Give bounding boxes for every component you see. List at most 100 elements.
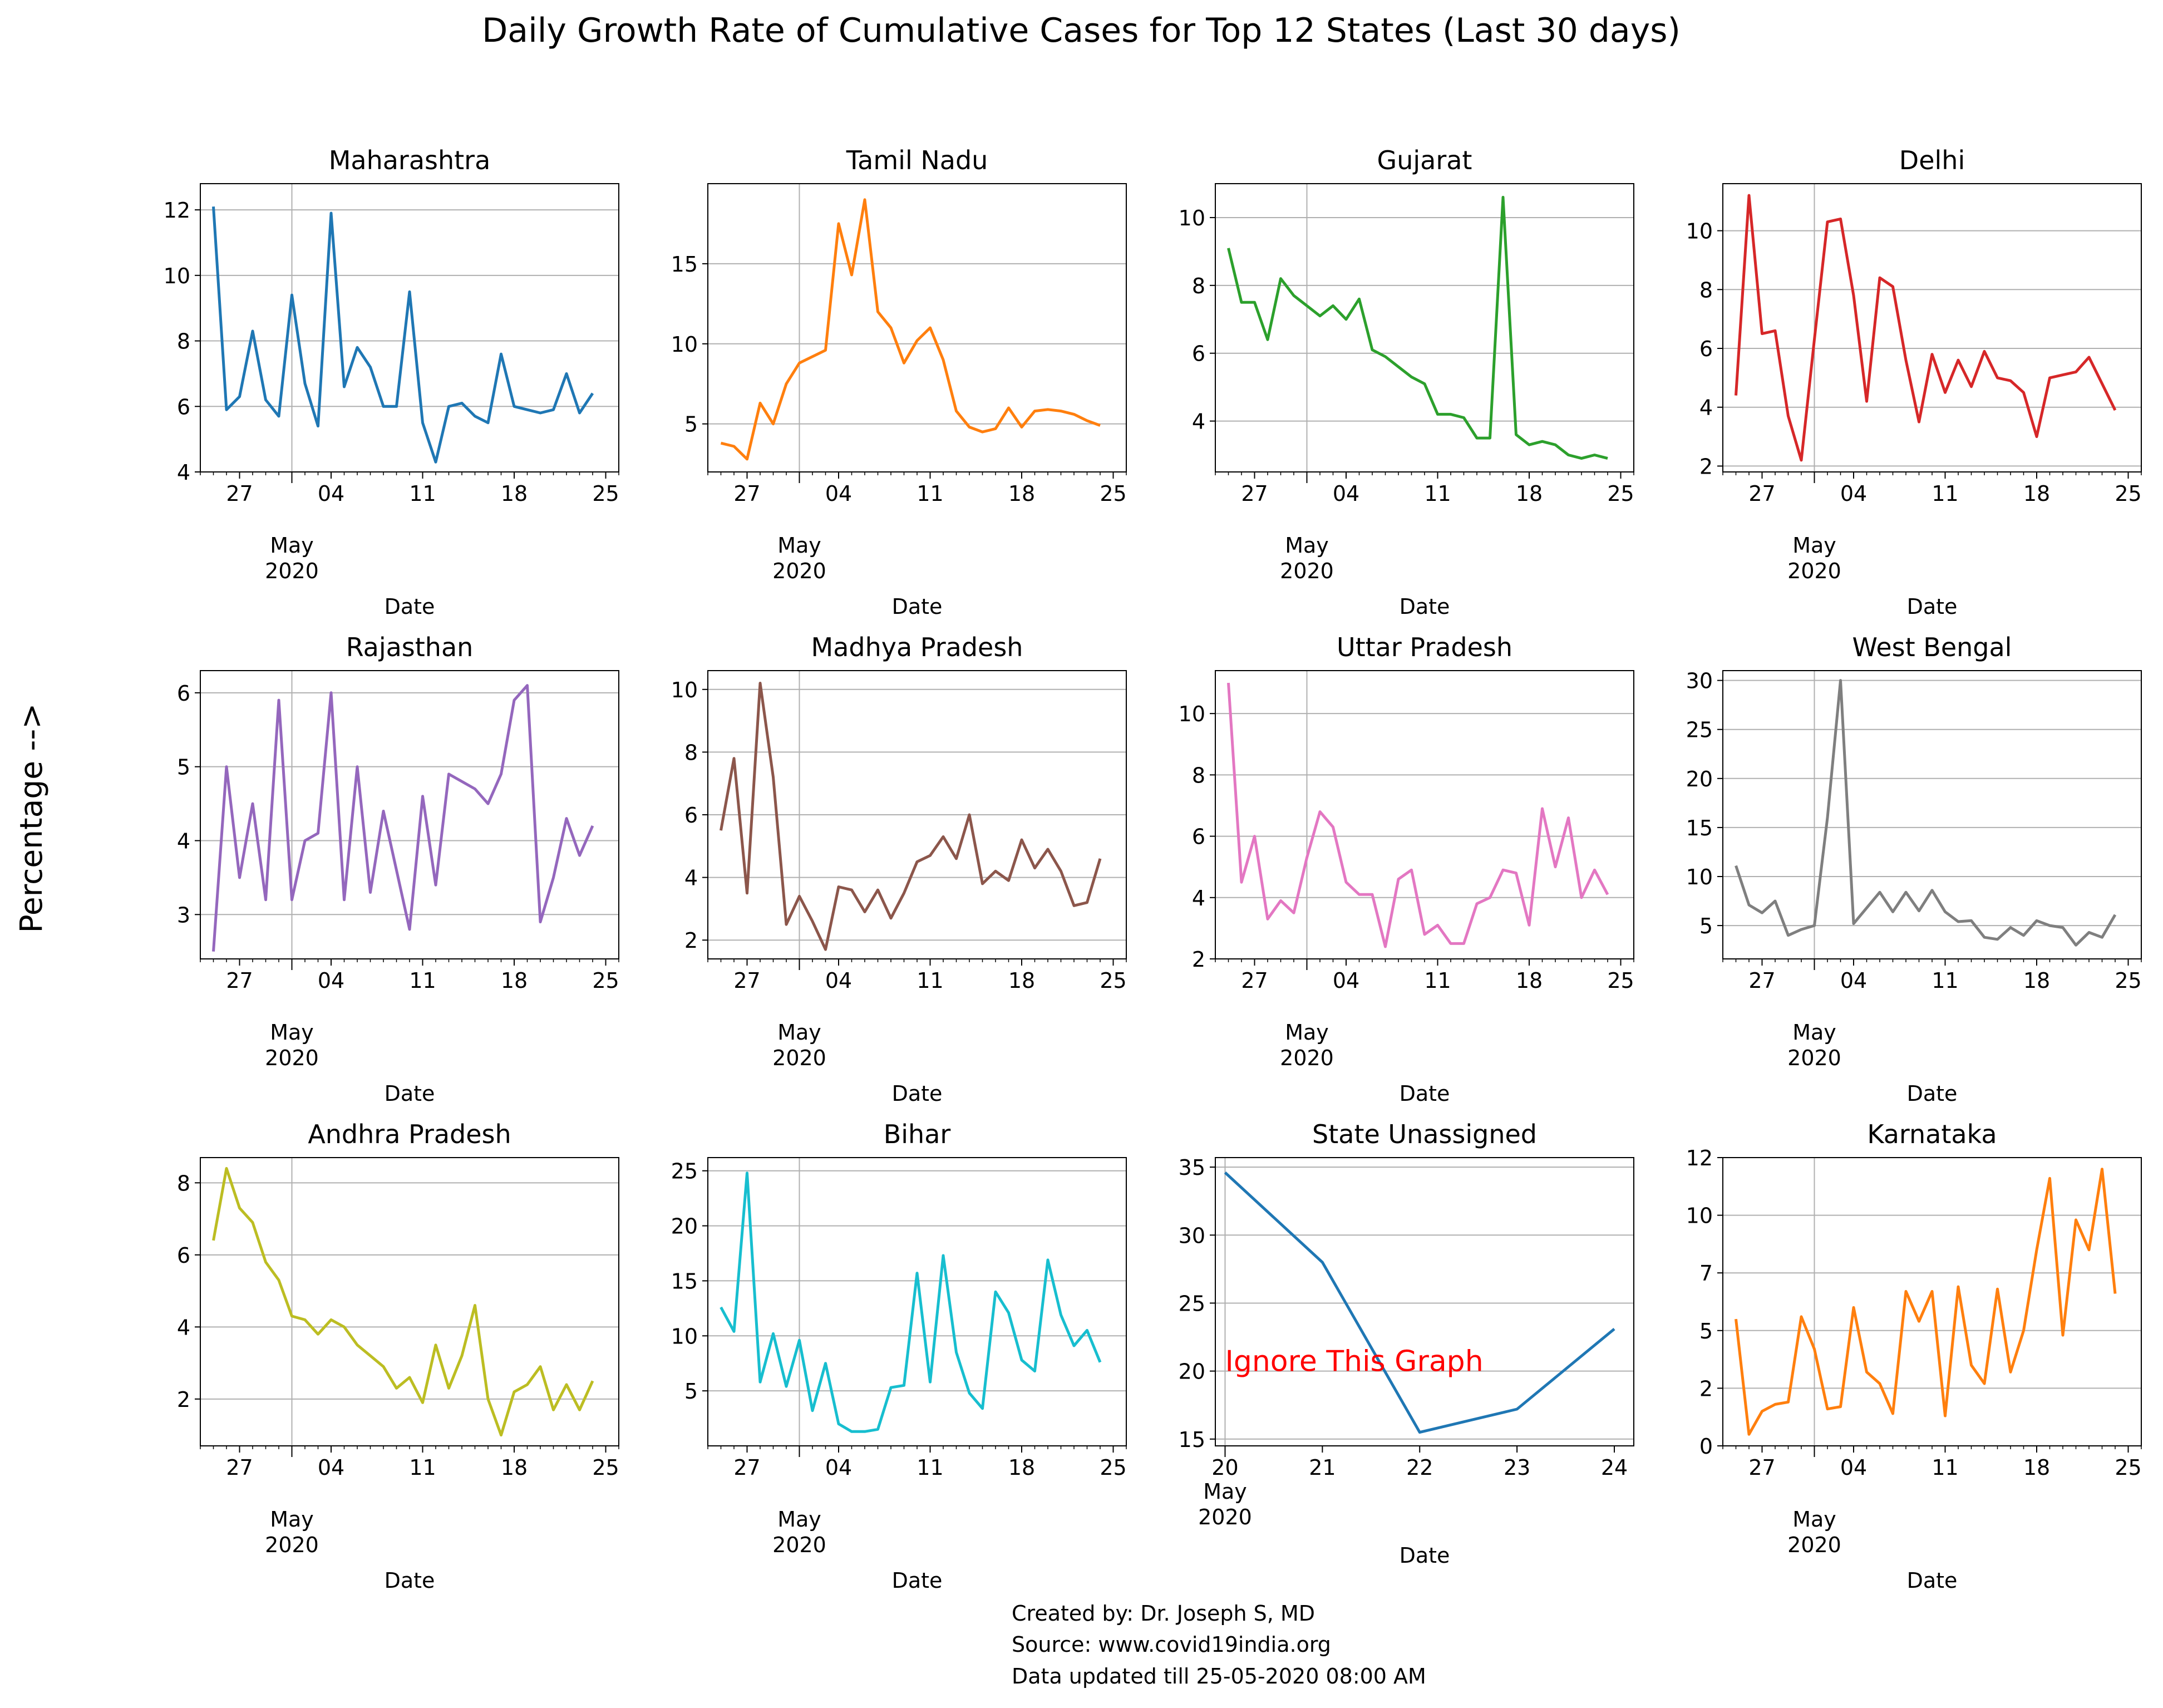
x-tick-label: 04 xyxy=(318,968,344,993)
y-tick-label: 20 xyxy=(1179,1360,1205,1384)
y-tick-label: 20 xyxy=(671,1214,698,1239)
y-tick-label: 4 xyxy=(177,829,190,853)
y-tick-label: 6 xyxy=(177,681,190,706)
y-tick-label: 20 xyxy=(1686,767,1713,791)
series-line-karnataka xyxy=(1735,1168,2117,1436)
y-tick-label: 4 xyxy=(177,460,190,485)
x-tick-label: 11 xyxy=(1932,1455,1958,1480)
subplot-title: Gujarat xyxy=(1377,145,1472,175)
y-tick-label: 8 xyxy=(177,329,190,354)
figure-y-axis-label: Percentage --> xyxy=(13,703,49,933)
subplot-title: State Unassigned xyxy=(1312,1119,1537,1149)
x-tick-label: 18 xyxy=(1008,481,1035,506)
x-tick-label: 27 xyxy=(1241,481,1268,506)
x-year-label: 2020 xyxy=(1787,559,1841,583)
x-tick-label: 25 xyxy=(592,1455,619,1480)
x-month-label: May xyxy=(777,1507,821,1532)
x-tick-label: 25 xyxy=(1100,481,1126,506)
x-month-label: May xyxy=(1285,533,1329,558)
series-line-tamil-nadu xyxy=(720,198,1101,461)
y-tick-label: 10 xyxy=(671,332,698,357)
x-tick-label: 20 xyxy=(1211,1455,1238,1480)
x-tick-label: 18 xyxy=(501,1455,528,1480)
y-tick-label: 10 xyxy=(671,1324,698,1348)
y-tick-label: 0 xyxy=(1699,1434,1713,1459)
x-month-label: May xyxy=(1792,533,1836,558)
y-tick-label: 4 xyxy=(684,866,698,890)
x-axis-label: Date xyxy=(1907,1081,1958,1106)
y-tick-label: 5 xyxy=(684,1379,698,1404)
x-axis-label: Date xyxy=(1400,1081,1450,1106)
series-line-delhi xyxy=(1735,194,2117,462)
x-axis-label: Date xyxy=(1400,1543,1450,1568)
x-tick-label: 18 xyxy=(2023,1455,2050,1480)
y-tick-label: 12 xyxy=(1686,1146,1713,1170)
x-tick-label: 11 xyxy=(409,968,436,993)
x-tick-label: 18 xyxy=(501,481,528,506)
x-tick-label: 11 xyxy=(1424,481,1451,506)
x-tick-label: 18 xyxy=(1008,968,1035,993)
y-tick-label: 10 xyxy=(1686,1204,1713,1228)
x-year-label: 2020 xyxy=(1198,1505,1252,1529)
subplot-title: Delhi xyxy=(1899,145,1965,175)
x-month-label: May xyxy=(1285,1020,1329,1045)
x-tick-label: 18 xyxy=(2023,481,2050,506)
subplot-title: Madhya Pradesh xyxy=(811,632,1023,662)
x-month-label: May xyxy=(777,1020,821,1045)
x-tick-label: 27 xyxy=(1748,1455,1775,1480)
x-year-label: 2020 xyxy=(772,1533,826,1557)
x-tick-label: 27 xyxy=(1748,481,1775,506)
x-tick-label: 04 xyxy=(318,1455,344,1480)
y-tick-label: 4 xyxy=(177,1315,190,1340)
y-tick-label: 10 xyxy=(1179,206,1205,230)
y-tick-label: 5 xyxy=(1699,914,1713,938)
y-tick-label: 4 xyxy=(1192,410,1205,434)
y-tick-label: 8 xyxy=(1699,278,1713,302)
subplot-title: Rajasthan xyxy=(346,632,474,662)
y-tick-label: 2 xyxy=(1699,454,1713,479)
y-tick-label: 10 xyxy=(1179,702,1205,726)
y-tick-label: 4 xyxy=(1699,396,1713,420)
y-tick-label: 15 xyxy=(671,252,698,277)
y-tick-label: 2 xyxy=(1192,947,1205,972)
subplot-title: Uttar Pradesh xyxy=(1337,632,1512,662)
x-tick-label: 27 xyxy=(1748,968,1775,993)
x-tick-label: 27 xyxy=(226,968,253,993)
subplot-title: Bihar xyxy=(884,1119,951,1149)
x-tick-label: 25 xyxy=(592,968,619,993)
subplot-title: Tamil Nadu xyxy=(846,145,988,175)
figure-title: Daily Growth Rate of Cumulative Cases fo… xyxy=(482,11,1681,50)
y-tick-label: 6 xyxy=(1192,342,1205,366)
y-tick-label: 25 xyxy=(1179,1291,1205,1316)
x-tick-label: 11 xyxy=(409,1455,436,1480)
x-year-label: 2020 xyxy=(772,1046,826,1070)
x-tick-label: 27 xyxy=(733,1455,760,1480)
y-tick-label: 4 xyxy=(1192,886,1205,910)
annotation-text: Ignore This Graph xyxy=(1225,1345,1483,1379)
y-tick-label: 15 xyxy=(1179,1428,1205,1452)
x-tick-label: 25 xyxy=(2115,968,2141,993)
x-tick-label: 27 xyxy=(226,1455,253,1480)
x-tick-label: 04 xyxy=(825,968,852,993)
x-tick-label: 11 xyxy=(409,481,436,506)
x-tick-label: 18 xyxy=(1516,968,1543,993)
y-tick-label: 25 xyxy=(1686,718,1713,742)
y-tick-label: 5 xyxy=(177,755,190,780)
x-month-label: May xyxy=(270,1020,314,1045)
x-tick-label: 04 xyxy=(318,481,344,506)
x-tick-label: 25 xyxy=(1100,968,1126,993)
x-month-label: May xyxy=(777,533,821,558)
y-tick-label: 8 xyxy=(177,1171,190,1195)
y-tick-label: 10 xyxy=(164,264,190,288)
x-axis-label: Date xyxy=(1907,594,1958,619)
series-line-rajasthan xyxy=(212,684,594,952)
x-tick-label: 11 xyxy=(1932,968,1958,993)
x-tick-label: 27 xyxy=(733,481,760,506)
